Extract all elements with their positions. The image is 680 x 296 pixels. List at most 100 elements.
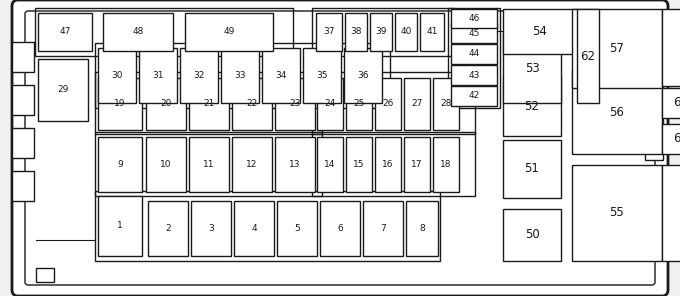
Text: 16: 16	[382, 160, 394, 169]
Bar	[98, 48, 136, 103]
Text: 61: 61	[673, 96, 680, 110]
Text: 60: 60	[674, 133, 680, 146]
Bar	[404, 78, 430, 130]
Text: 56: 56	[609, 105, 624, 118]
Bar	[95, 72, 322, 134]
Bar	[303, 48, 341, 103]
Bar	[320, 201, 360, 256]
Text: 25: 25	[354, 99, 364, 109]
Bar	[577, 9, 599, 103]
Bar	[146, 78, 186, 130]
Bar	[451, 23, 497, 43]
Bar	[572, 9, 662, 88]
Bar	[232, 78, 272, 130]
Bar	[451, 86, 497, 106]
Text: 36: 36	[357, 71, 369, 80]
Text: 34: 34	[275, 71, 287, 80]
Bar	[404, 137, 430, 192]
Bar	[406, 201, 438, 256]
Text: 40: 40	[401, 28, 411, 36]
Bar	[12, 171, 34, 201]
Bar	[98, 78, 142, 130]
Text: 54: 54	[532, 25, 547, 38]
Text: 57: 57	[609, 42, 624, 55]
Text: 46: 46	[469, 14, 479, 23]
Text: 4: 4	[251, 224, 257, 233]
Bar	[503, 76, 561, 136]
Text: 7: 7	[380, 224, 386, 233]
Text: 32: 32	[193, 71, 205, 80]
Text: 11: 11	[203, 160, 215, 169]
Bar	[572, 70, 662, 154]
Bar	[180, 48, 218, 103]
Text: 17: 17	[411, 160, 423, 169]
Text: 6: 6	[337, 224, 343, 233]
Text: 26: 26	[382, 99, 394, 109]
Text: 22: 22	[246, 99, 258, 109]
FancyBboxPatch shape	[12, 0, 668, 296]
Bar	[189, 78, 229, 130]
Bar	[95, 191, 440, 261]
Text: 48: 48	[133, 28, 143, 36]
Text: 24: 24	[324, 99, 336, 109]
Bar	[316, 13, 342, 51]
Text: 55: 55	[610, 207, 624, 220]
Text: 10: 10	[160, 160, 172, 169]
Bar	[312, 72, 475, 134]
Bar	[148, 201, 188, 256]
Text: 18: 18	[440, 160, 452, 169]
Text: 9: 9	[117, 160, 123, 169]
Bar	[189, 137, 229, 192]
Bar	[503, 33, 561, 103]
Bar	[370, 13, 392, 51]
Bar	[662, 9, 680, 86]
Text: 50: 50	[525, 229, 539, 242]
Bar	[645, 110, 663, 132]
Bar	[98, 137, 142, 192]
Bar	[662, 88, 680, 118]
Bar	[191, 201, 231, 256]
Text: 5: 5	[294, 224, 300, 233]
Text: 37: 37	[323, 28, 335, 36]
Text: 20: 20	[160, 99, 171, 109]
Bar	[451, 9, 497, 28]
Text: 49: 49	[223, 28, 235, 36]
Text: 53: 53	[525, 62, 539, 75]
Bar	[312, 132, 475, 196]
Bar	[12, 128, 34, 158]
Text: 62: 62	[581, 49, 596, 62]
Bar	[36, 268, 54, 282]
Text: 31: 31	[152, 71, 164, 80]
Text: 30: 30	[112, 71, 123, 80]
Text: 19: 19	[114, 99, 126, 109]
Bar	[277, 201, 317, 256]
Text: 15: 15	[353, 160, 364, 169]
Bar	[95, 132, 322, 196]
Bar	[98, 196, 142, 256]
Bar	[433, 78, 459, 130]
Text: 2: 2	[165, 224, 171, 233]
Text: 42: 42	[469, 91, 479, 101]
Bar	[35, 8, 293, 56]
Text: 35: 35	[316, 71, 328, 80]
Bar	[146, 137, 186, 192]
Text: 21: 21	[203, 99, 215, 109]
Bar	[95, 43, 390, 108]
Bar	[645, 54, 663, 76]
Text: 3: 3	[208, 224, 214, 233]
Bar	[185, 13, 273, 51]
Bar	[38, 13, 92, 51]
Bar	[662, 165, 680, 261]
Text: 47: 47	[59, 28, 71, 36]
Text: 12: 12	[246, 160, 258, 169]
Text: 23: 23	[289, 99, 301, 109]
Bar	[275, 137, 315, 192]
Bar	[38, 59, 88, 121]
Text: 51: 51	[524, 163, 539, 176]
Bar	[345, 13, 367, 51]
Text: 44: 44	[469, 49, 479, 59]
Bar	[433, 137, 459, 192]
Bar	[645, 194, 663, 216]
Bar	[234, 201, 274, 256]
Bar	[572, 165, 662, 261]
